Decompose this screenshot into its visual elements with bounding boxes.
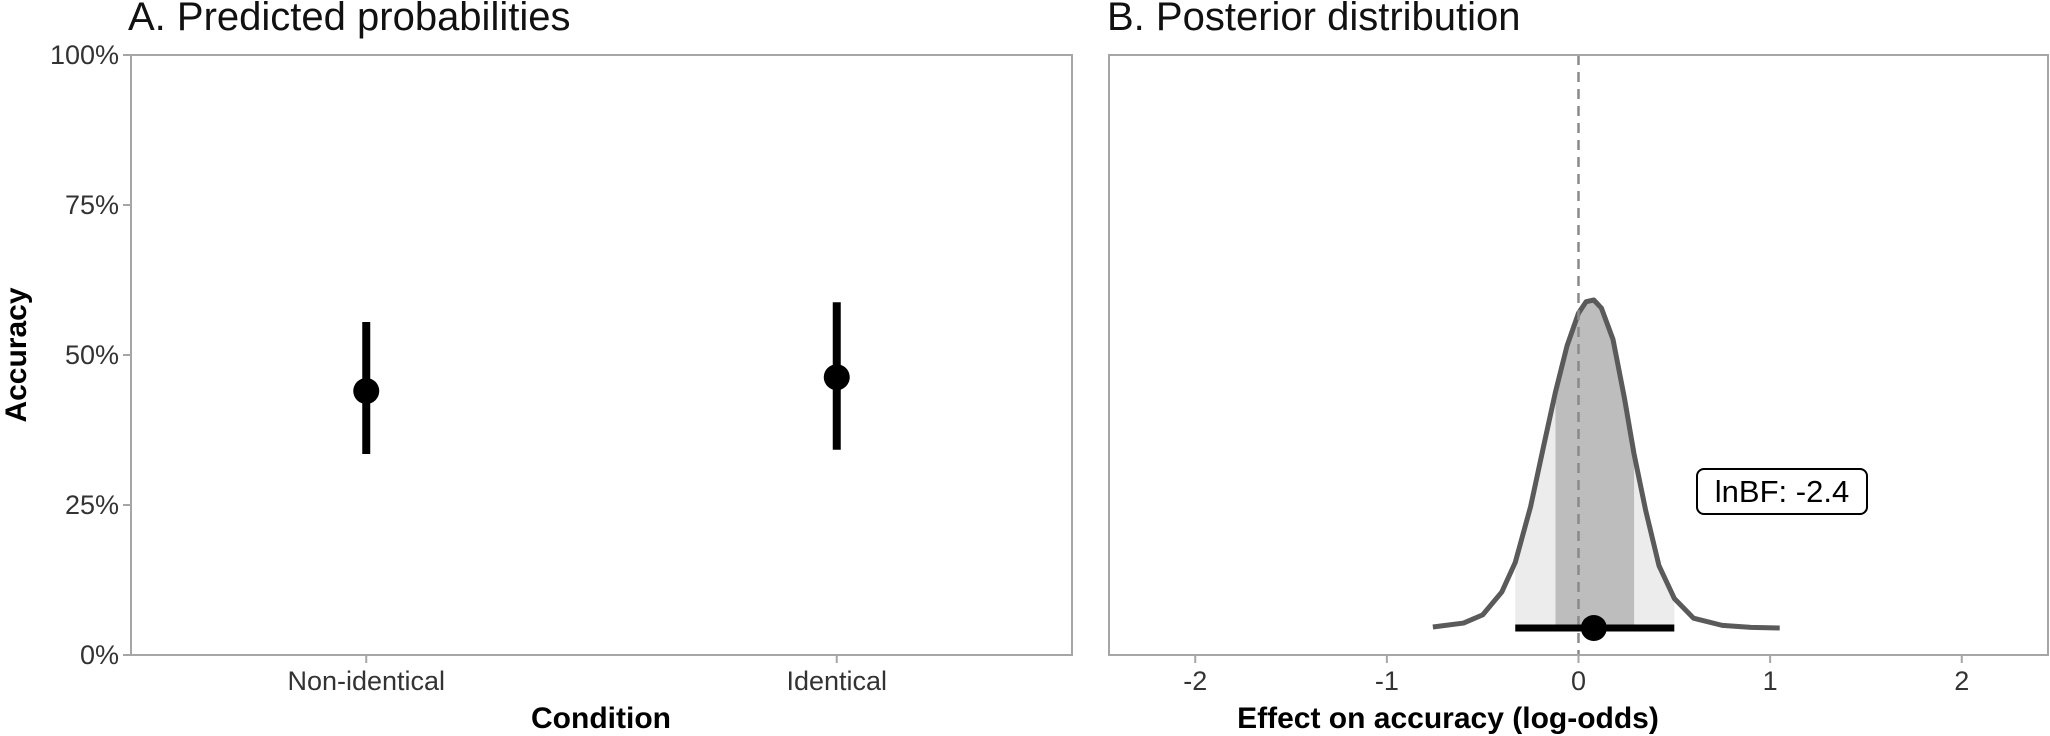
posterior-density-curve: [1432, 297, 1780, 631]
x-tick-label: Identical: [786, 666, 887, 696]
bayes-factor-label-box: [1696, 468, 1868, 515]
x-tick-label: -1: [1375, 666, 1399, 696]
y-tick-label: 0%: [80, 640, 119, 670]
x-tick-label: 0: [1571, 666, 1586, 696]
point-estimate: [823, 364, 850, 391]
panel-b-annotation: lnBF: -2.4: [1696, 468, 1868, 515]
x-tick-label: 1: [1763, 666, 1778, 696]
x-tick-label: Non-identical: [287, 666, 445, 696]
panel-b: B. Posterior distribution -2 -1 0 1 2 lnBF: …: [1107, 0, 2049, 735]
panel-a-points: [353, 302, 850, 454]
posterior-inner-interval-fill: [1555, 300, 1635, 628]
panel-b-title: B. Posterior distribution: [1107, 0, 1521, 39]
point-estimate: [353, 378, 380, 404]
panel-a: A. Predicted probabilities 0% 25% 50% 75% 10…: [0, 0, 1073, 735]
panel-a-y-axis: 0% 25% 50% 75% 100%: [50, 40, 131, 670]
posterior-point-estimate: [1580, 615, 1607, 641]
y-tick-label: 75%: [65, 190, 119, 220]
y-tick-label: 50%: [65, 340, 119, 370]
x-tick-label: 2: [1954, 666, 1969, 696]
panel-a-x-axis-title: Condition: [531, 702, 671, 735]
panel-b-x-axis: -2 -1 0 1 2: [1183, 655, 1969, 696]
panel-a-x-axis: Non-identical Identical: [287, 655, 887, 696]
panel-a-y-axis-title: Accuracy: [0, 287, 33, 422]
panel-a-title: A. Predicted probabilities: [128, 0, 570, 39]
panel-b-x-axis-title: Effect on accuracy (log-odds): [1237, 702, 1659, 735]
y-tick-label: 100%: [50, 40, 119, 70]
panel-b-marks: [1432, 55, 1780, 655]
bayes-factor-label: lnBF: -2.4: [1715, 474, 1849, 509]
x-tick-label: -2: [1183, 666, 1207, 696]
y-tick-label: 25%: [65, 490, 119, 520]
panel-a-plot-area: [130, 54, 1073, 656]
